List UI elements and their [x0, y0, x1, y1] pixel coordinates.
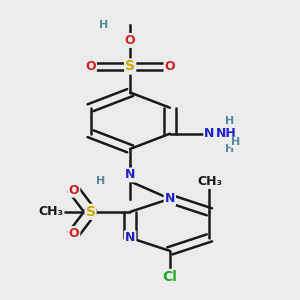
Text: H: H: [96, 176, 105, 187]
Text: H: H: [231, 137, 241, 147]
Text: H: H: [225, 116, 234, 126]
Text: Cl: Cl: [162, 270, 177, 284]
Text: O: O: [69, 184, 80, 196]
Text: CH₃: CH₃: [38, 205, 63, 218]
Text: H: H: [99, 20, 108, 30]
Text: H: H: [225, 144, 234, 154]
Text: CH₃: CH₃: [197, 175, 222, 188]
Text: O: O: [85, 60, 96, 73]
Text: N: N: [165, 192, 175, 205]
Text: O: O: [164, 60, 175, 73]
Text: NH: NH: [216, 127, 237, 140]
Text: S: S: [125, 59, 135, 74]
Text: O: O: [125, 34, 136, 47]
Text: N: N: [125, 231, 135, 244]
Text: N: N: [204, 127, 214, 140]
Text: S: S: [85, 205, 96, 219]
Text: N: N: [125, 168, 135, 182]
Text: O: O: [69, 227, 80, 240]
